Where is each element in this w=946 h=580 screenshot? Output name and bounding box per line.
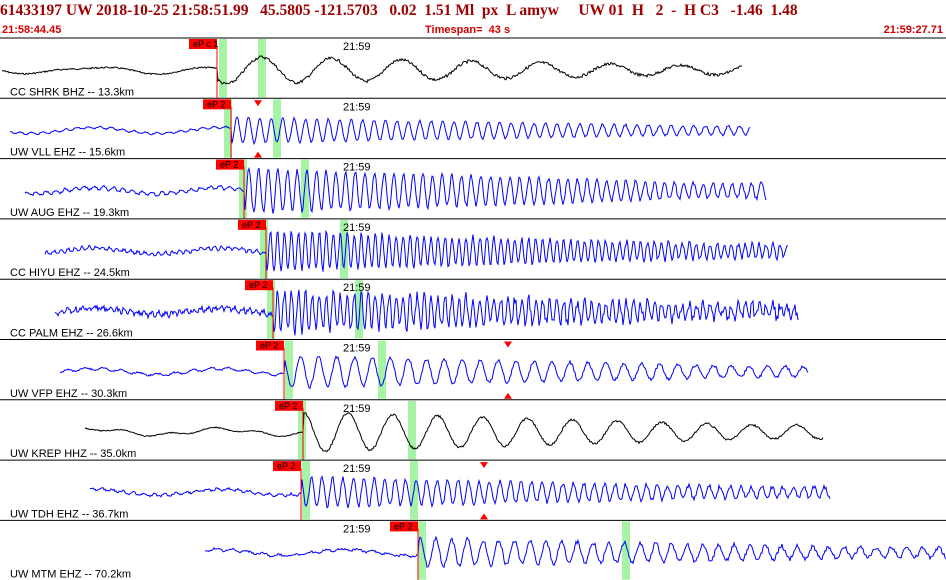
analysis-window-band[interactable] xyxy=(285,340,293,399)
amplitude-marker-icon[interactable] xyxy=(254,151,262,158)
analysis-window-band[interactable] xyxy=(267,280,275,339)
phase-pick-label: eP 2 xyxy=(260,341,278,351)
phase-pick-flag[interactable] xyxy=(256,340,284,351)
amplitude-marker-icon[interactable] xyxy=(504,392,512,399)
waveform-trace[interactable] xyxy=(9,116,751,146)
analysis-window-band[interactable] xyxy=(418,521,426,580)
waveform-trace[interactable] xyxy=(59,355,809,390)
station-channel-label: CC PALM EHZ -- 26.6km xyxy=(10,328,133,340)
minute-tick-label: 21:59 xyxy=(343,463,371,475)
minute-tick-label: 21:59 xyxy=(343,403,371,415)
minute-tick-label: 21:59 xyxy=(343,222,371,234)
trace-panel[interactable]: 21:59 eP 2 UW VLL EHZ -- 15.6km xyxy=(0,97,946,159)
station-channel-label: CC SHRK BHZ -- 13.3km xyxy=(10,86,134,98)
minute-tick-label: 21:59 xyxy=(343,282,371,294)
station-channel-label: UW MTM EHZ -- 70.2km xyxy=(10,569,131,580)
event-summary-header: 61433197 UW 2018-10-25 21:58:51.99 45.58… xyxy=(0,2,798,19)
analysis-window-band[interactable] xyxy=(258,39,266,98)
waveform-trace[interactable] xyxy=(84,412,824,453)
phase-pick-flag[interactable] xyxy=(216,159,244,170)
waveform-trace[interactable] xyxy=(24,166,767,214)
minute-tick-label: 21:59 xyxy=(343,343,371,355)
analysis-window-band[interactable] xyxy=(302,461,310,520)
trace-panel[interactable]: 21:59 eP 2 UW KREP HHZ -- 35.0km xyxy=(0,399,946,461)
phase-pick-flag[interactable] xyxy=(275,400,303,411)
amplitude-marker-icon[interactable] xyxy=(254,100,262,107)
minute-tick-label: 21:59 xyxy=(343,162,371,174)
trace-panel[interactable]: 21:59 eP 2 CC HIYU EHZ -- 24.5km xyxy=(0,218,946,280)
phase-pick-flag[interactable] xyxy=(273,461,301,472)
start-time-label: 21:58:44.45 xyxy=(2,24,62,36)
phase-pick-label: eP 2 xyxy=(242,220,260,230)
station-channel-label: UW VLL EHZ -- 15.6km xyxy=(10,147,125,159)
waveform-trace[interactable] xyxy=(54,288,799,336)
station-channel-label: UW VFP EHZ -- 30.3km xyxy=(10,388,127,400)
trace-panel[interactable]: 21:59 eP 2 UW AUG EHZ -- 19.3km xyxy=(0,158,946,219)
analysis-window-band[interactable] xyxy=(340,219,348,279)
phase-pick-flag[interactable] xyxy=(203,99,231,110)
analysis-window-band[interactable] xyxy=(219,39,227,98)
trace-panel[interactable]: 21:59 eP 2 UW TDH EHZ -- 36.7km xyxy=(0,459,946,521)
amplitude-marker-icon[interactable] xyxy=(480,462,488,469)
phase-pick-flag[interactable] xyxy=(238,219,266,230)
minute-tick-label: 21:59 xyxy=(343,101,371,113)
analysis-window-band[interactable] xyxy=(622,521,630,580)
end-time-label: 21:59:27.71 xyxy=(883,24,943,36)
trace-panel[interactable]: 21:59 eP 2 CC PALM EHZ -- 26.6km xyxy=(0,278,946,340)
amplitude-marker-icon[interactable] xyxy=(504,341,512,348)
timespan-label: Timespan= 43 s xyxy=(425,24,511,36)
minute-tick-label: 21:59 xyxy=(343,41,371,53)
amplitude-marker-icon[interactable] xyxy=(480,513,488,520)
phase-pick-label: eP 2 xyxy=(394,521,412,531)
analysis-window-band[interactable] xyxy=(378,340,386,399)
trace-panel[interactable]: 21:59 eP c 1 CC SHRK BHZ -- 13.3km xyxy=(0,37,946,99)
waveform-trace[interactable] xyxy=(1,55,743,85)
trace-panel[interactable]: 21:59 eP 2 UW MTM EHZ -- 70.2km xyxy=(0,519,946,580)
station-channel-label: CC HIYU EHZ -- 24.5km xyxy=(10,267,130,279)
phase-pick-label: eP 2 xyxy=(279,401,297,411)
analysis-window-band[interactable] xyxy=(408,400,416,460)
analysis-window-band[interactable] xyxy=(224,99,232,158)
phase-pick-flag[interactable] xyxy=(390,521,418,532)
phase-pick-label: eP 2 xyxy=(207,99,225,109)
waveform-trace[interactable] xyxy=(44,229,789,272)
station-channel-label: UW AUG EHZ -- 19.3km xyxy=(10,207,129,219)
analysis-window-band[interactable] xyxy=(273,99,281,158)
phase-pick-flag[interactable] xyxy=(245,280,273,291)
waveform-trace[interactable] xyxy=(205,535,946,569)
analysis-window-band[interactable] xyxy=(260,219,268,279)
analysis-window-band[interactable] xyxy=(355,280,363,339)
phase-pick-label: eP 2 xyxy=(277,461,295,471)
waveform-trace[interactable] xyxy=(89,475,831,509)
phase-pick-label: eP 2 xyxy=(220,160,238,170)
phase-pick-label: eP c 1 xyxy=(193,39,218,49)
station-channel-label: UW KREP HHZ -- 35.0km xyxy=(10,448,136,460)
phase-pick-label: eP 2 xyxy=(249,280,267,290)
analysis-window-band[interactable] xyxy=(239,159,247,218)
station-channel-label: UW TDH EHZ -- 36.7km xyxy=(10,508,128,520)
phase-pick-flag[interactable] xyxy=(189,39,217,49)
minute-tick-label: 21:59 xyxy=(343,523,371,535)
analysis-window-band[interactable] xyxy=(298,400,306,460)
trace-panel[interactable]: 21:59 eP 2 UW VFP EHZ -- 30.3km xyxy=(0,339,946,400)
